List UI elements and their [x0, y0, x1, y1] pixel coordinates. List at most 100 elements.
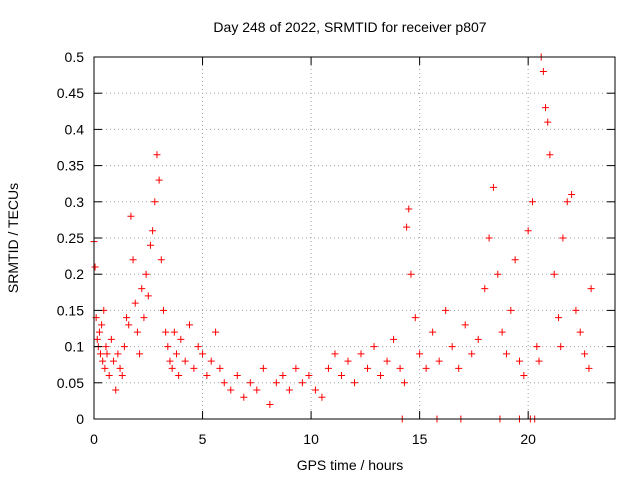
x-tick-label: 5	[199, 431, 207, 447]
y-tick-label: 0.4	[65, 121, 85, 137]
data-point	[112, 386, 120, 394]
data-point	[411, 314, 419, 322]
data-point	[120, 343, 128, 351]
data-point	[259, 364, 267, 372]
data-point	[110, 357, 118, 365]
data-point	[455, 364, 463, 372]
data-point	[390, 335, 398, 343]
data-point	[435, 357, 443, 365]
data-point	[168, 364, 176, 372]
data-point	[520, 372, 528, 380]
data-point	[311, 386, 319, 394]
data-point	[131, 299, 139, 307]
chart-title: Day 248 of 2022, SRMTID for receiver p80…	[213, 19, 486, 35]
y-tick-label: 0.35	[57, 158, 84, 174]
data-point	[172, 350, 180, 358]
data-point	[142, 270, 150, 278]
data-point	[507, 306, 515, 314]
data-point	[97, 350, 105, 358]
data-point	[146, 241, 154, 249]
data-point	[107, 335, 115, 343]
data-point	[98, 321, 106, 329]
y-tick-label: 0.5	[65, 49, 85, 65]
data-point	[253, 386, 261, 394]
data-point	[481, 285, 489, 293]
data-point	[351, 379, 358, 387]
data-point	[511, 256, 519, 264]
data-point	[159, 306, 167, 314]
y-tick-label: 0.15	[57, 302, 84, 318]
data-point	[279, 372, 287, 380]
x-tick-label: 15	[412, 431, 428, 447]
data-point	[468, 350, 476, 358]
data-point	[190, 364, 198, 372]
data-point	[101, 364, 109, 372]
y-axis-label: SRMTID / TECUs	[5, 183, 21, 293]
data-point	[377, 372, 385, 380]
data-point	[572, 306, 580, 314]
data-point	[533, 343, 541, 351]
data-point	[91, 263, 99, 271]
data-point	[285, 386, 293, 394]
data-point	[175, 372, 183, 380]
data-point	[416, 350, 424, 358]
data-point	[170, 328, 178, 336]
data-point	[429, 328, 437, 336]
series-srmtid	[90, 53, 595, 423]
data-point	[357, 350, 365, 358]
data-point	[400, 379, 408, 387]
data-point	[498, 328, 506, 336]
data-point	[331, 350, 339, 358]
data-point	[422, 364, 430, 372]
data-point	[298, 379, 306, 387]
data-point	[324, 364, 332, 372]
data-point	[535, 357, 543, 365]
data-point	[164, 343, 172, 351]
y-tick-label: 0.25	[57, 230, 84, 246]
data-point	[166, 357, 174, 365]
data-point	[140, 314, 148, 322]
data-point	[227, 386, 235, 394]
data-point	[515, 357, 523, 365]
data-point	[587, 285, 595, 293]
data-point	[563, 198, 571, 206]
data-point	[489, 183, 497, 191]
data-point	[105, 372, 113, 380]
data-point	[407, 270, 415, 278]
data-point	[383, 357, 391, 365]
y-tick-label: 0.05	[57, 375, 84, 391]
data-point	[136, 350, 144, 358]
data-point	[474, 335, 482, 343]
x-tick-label: 20	[520, 431, 536, 447]
data-point	[127, 212, 135, 220]
data-point	[207, 357, 215, 365]
y-tick-label: 0.1	[65, 339, 85, 355]
data-point	[203, 372, 211, 380]
data-point	[305, 372, 313, 380]
data-point	[344, 357, 352, 365]
data-point	[199, 350, 207, 358]
data-point	[123, 314, 131, 322]
data-point	[542, 104, 550, 112]
data-point	[337, 372, 345, 380]
y-tick-label: 0.2	[65, 266, 85, 282]
data-point	[405, 205, 413, 213]
data-point	[149, 227, 157, 235]
data-point	[448, 343, 456, 351]
data-point	[103, 350, 111, 358]
data-point	[95, 328, 103, 336]
data-point	[461, 321, 469, 329]
grid	[94, 57, 615, 419]
data-point	[186, 321, 194, 329]
data-point	[581, 350, 589, 358]
data-point	[102, 343, 110, 351]
data-point	[177, 335, 185, 343]
data-point	[266, 401, 274, 409]
data-point	[557, 343, 565, 351]
x-axis-label: GPS time / hours	[297, 457, 404, 473]
data-point	[138, 285, 146, 293]
data-point	[546, 151, 554, 159]
data-point	[585, 364, 593, 372]
data-point	[114, 350, 122, 358]
